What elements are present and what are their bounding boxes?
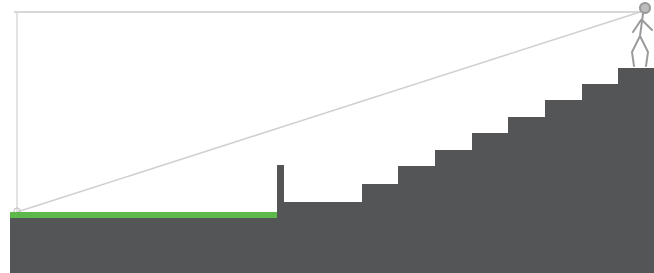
green-path bbox=[10, 212, 277, 218]
stairs-diagram bbox=[0, 0, 654, 273]
page bbox=[0, 0, 654, 273]
person-head bbox=[640, 3, 650, 13]
